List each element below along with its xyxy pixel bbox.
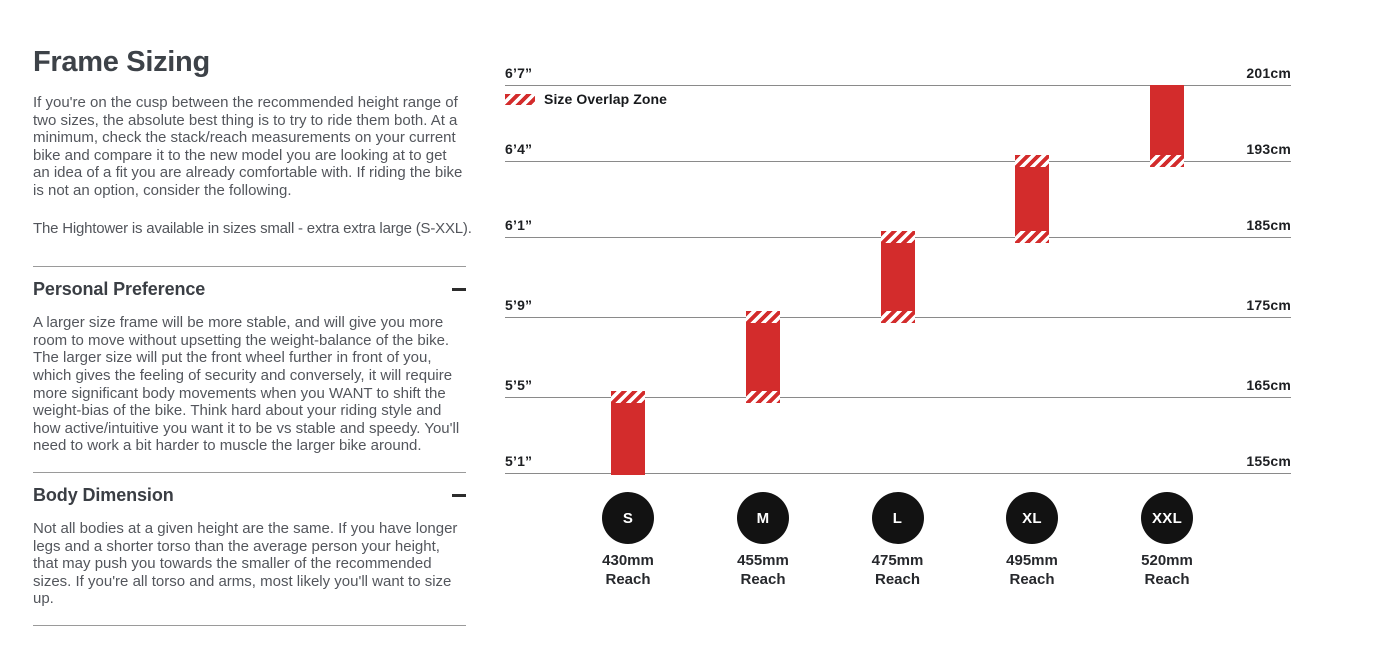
size-range-bar-s (611, 391, 645, 475)
size-circle-l: L (871, 492, 924, 544)
height-label-ft: 5’1” (505, 453, 533, 469)
size-range-bar-l (880, 231, 915, 323)
size-circle-s: S (602, 492, 654, 544)
overlap-zone-hatch (880, 231, 915, 243)
reach-label-xxl: 520mm Reach (1122, 551, 1212, 589)
size-range-bar-xxl (1150, 85, 1184, 167)
section-title-body-dimension: Body Dimension (33, 484, 174, 505)
height-label-cm: 201cm (1246, 65, 1291, 81)
overlap-zone-hatch (746, 391, 780, 403)
section-header-body-dimension: Body Dimension (33, 473, 466, 520)
height-gridline (505, 473, 1291, 474)
overlap-zone-hatch (880, 311, 915, 323)
reach-label-s: 430mm Reach (583, 551, 673, 589)
reach-word: Reach (1144, 571, 1190, 588)
reach-value: 475mm (871, 552, 924, 569)
height-gridline (505, 85, 1291, 86)
section-divider (33, 624, 466, 626)
collapse-personal-preference-button[interactable] (452, 284, 466, 295)
size-range-bar-m (746, 311, 780, 403)
section-body-body-dimension: Not all bodies at a given height are the… (33, 519, 458, 608)
reach-word: Reach (740, 571, 786, 588)
size-circle-m: M (737, 492, 789, 544)
reach-value: 495mm (1006, 552, 1058, 569)
size-chart: 6’7” 201cm 6’4” 193cm 6’1” 185cm 5’9” 175cm 5’5”… (505, 0, 1291, 648)
height-gridline (505, 397, 1291, 398)
reach-value: 520mm (1141, 552, 1193, 569)
chart-legend: Size Overlap Zone (505, 91, 667, 107)
height-label-cm: 155cm (1246, 453, 1291, 469)
overlap-zone-hatch (746, 311, 780, 323)
reach-word: Reach (874, 571, 921, 588)
size-range-bar-xl (1015, 155, 1049, 243)
overlap-zone-hatch (1150, 155, 1184, 167)
overlap-zone-hatch (1015, 231, 1049, 243)
overlap-zone-swatch-icon (505, 93, 535, 105)
overlap-zone-hatch (1015, 155, 1049, 167)
overlap-zone-hatch (611, 391, 645, 403)
height-label-cm: 175cm (1246, 297, 1291, 313)
legend-label: Size Overlap Zone (544, 91, 668, 107)
minus-icon (452, 288, 466, 292)
section-divider (33, 471, 466, 473)
section-title-personal-preference: Personal Preference (33, 279, 206, 300)
height-label-ft: 5’9” (505, 297, 533, 313)
reach-label-l: 475mm Reach (853, 551, 943, 589)
sizing-info-panel: Frame Sizing If you're on the cusp betwe… (33, 46, 472, 626)
section-body-personal-preference: A larger size frame will be more stable,… (33, 314, 460, 455)
page-title: Frame Sizing (33, 46, 210, 78)
height-label-cm: 185cm (1246, 217, 1291, 233)
height-label-ft: 6’4” (505, 141, 533, 157)
reach-value: 455mm (737, 552, 789, 569)
height-gridline (505, 161, 1291, 162)
collapse-body-dimension-button[interactable] (452, 490, 466, 501)
section-header-personal-preference: Personal Preference (33, 267, 466, 314)
reach-label-m: 455mm Reach (718, 551, 808, 589)
reach-word: Reach (605, 571, 651, 588)
height-label-cm: 165cm (1246, 377, 1291, 393)
availability-note: The Hightower is available in sizes smal… (33, 219, 472, 237)
height-label-cm: 193cm (1246, 141, 1291, 157)
height-label-ft: 6’7” (505, 65, 533, 81)
section-divider (33, 266, 466, 268)
reach-label-xl: 495mm Reach (987, 551, 1077, 589)
intro-paragraph: If you're on the cusp between the recomm… (33, 94, 463, 199)
height-label-ft: 5’5” (505, 377, 533, 393)
size-circle-xxl: XXL (1141, 492, 1193, 544)
reach-value: 430mm (602, 552, 654, 569)
reach-word: Reach (1009, 571, 1055, 588)
size-circle-xl: XL (1006, 492, 1058, 544)
height-label-ft: 6’1” (505, 217, 533, 233)
minus-icon (452, 493, 466, 497)
